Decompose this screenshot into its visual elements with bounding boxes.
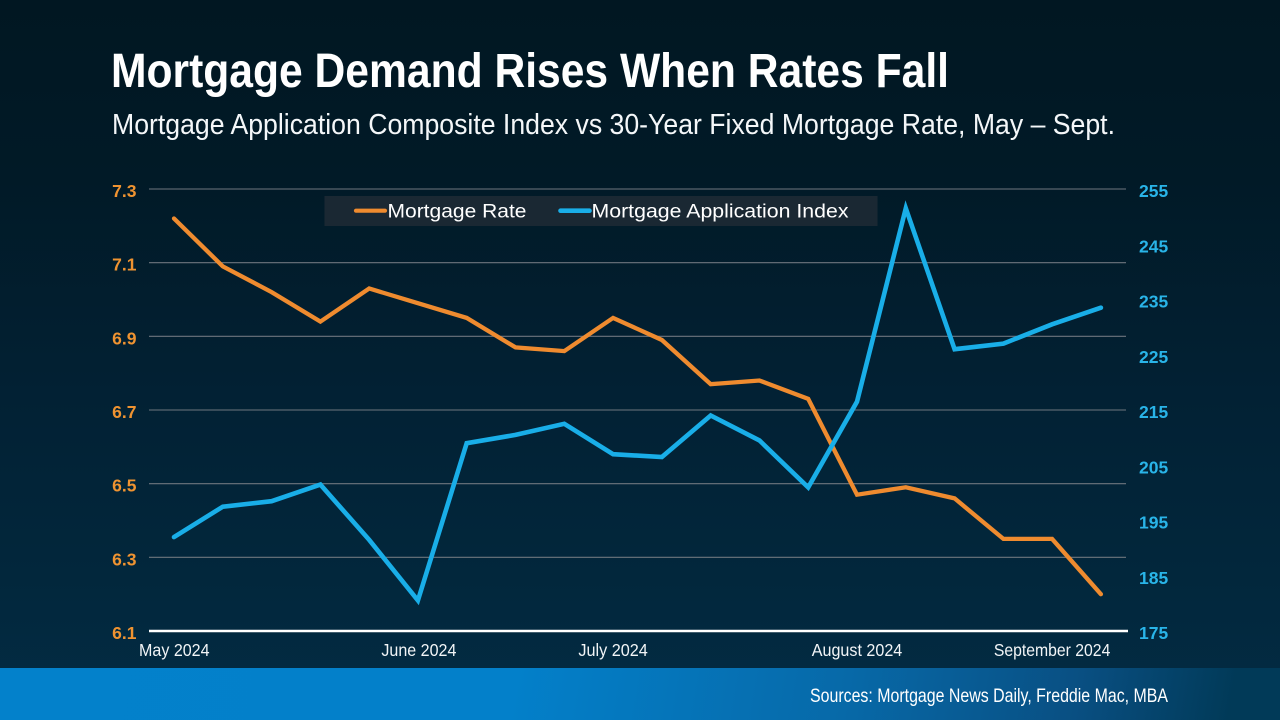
svg-text:6.5: 6.5: [112, 476, 137, 496]
svg-text:September 2024: September 2024: [994, 640, 1111, 660]
svg-text:7.3: 7.3: [112, 181, 137, 201]
svg-text:July 2024: July 2024: [578, 640, 648, 660]
svg-text:7.1: 7.1: [112, 255, 137, 275]
svg-text:205: 205: [1139, 457, 1168, 477]
svg-text:Mortgage Application Composite: Mortgage Application Composite Index vs …: [112, 109, 1115, 141]
svg-text:6.3: 6.3: [112, 549, 137, 569]
svg-text:235: 235: [1139, 292, 1168, 312]
svg-text:June 2024: June 2024: [381, 640, 456, 660]
svg-text:175: 175: [1139, 623, 1168, 643]
svg-text:245: 245: [1139, 236, 1168, 256]
svg-text:6.1: 6.1: [112, 623, 137, 643]
svg-text:Sources: Mortgage News Daily,: Sources: Mortgage News Daily, Freddie Ma…: [810, 685, 1168, 707]
svg-text:May 2024: May 2024: [139, 640, 210, 660]
svg-text:August 2024: August 2024: [812, 640, 903, 660]
svg-text:215: 215: [1139, 402, 1168, 422]
svg-text:Mortgage Rate: Mortgage Rate: [388, 201, 527, 223]
svg-text:6.9: 6.9: [112, 328, 137, 348]
svg-text:185: 185: [1139, 568, 1168, 588]
svg-text:195: 195: [1139, 513, 1168, 533]
svg-text:6.7: 6.7: [112, 402, 136, 422]
svg-text:225: 225: [1139, 347, 1168, 367]
svg-text:Mortgage Application Index: Mortgage Application Index: [592, 201, 849, 223]
svg-text:255: 255: [1139, 181, 1168, 201]
svg-text:Mortgage Demand Rises When Rat: Mortgage Demand Rises When Rates Fall: [111, 44, 949, 98]
